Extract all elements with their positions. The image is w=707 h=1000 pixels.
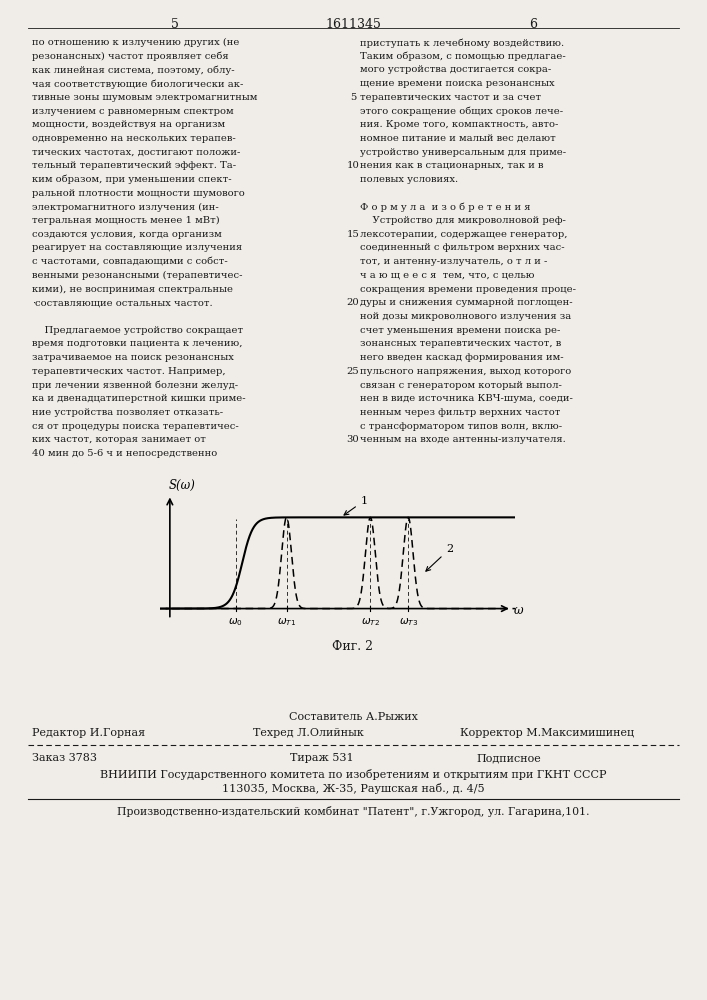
Text: $\omega_0$: $\omega_0$: [228, 616, 243, 628]
Text: 25: 25: [346, 367, 359, 376]
Text: Ф о р м у л а  и з о б р е т е н и я: Ф о р м у л а и з о б р е т е н и я: [360, 202, 530, 212]
Text: создаются условия, когда организм: создаются условия, когда организм: [32, 230, 222, 239]
Text: нен в виде источника КВЧ-шума, соеди-: нен в виде источника КВЧ-шума, соеди-: [360, 394, 573, 403]
Text: Заказ 3783: Заказ 3783: [32, 753, 97, 763]
Text: электромагнитного излучения (ин-: электромагнитного излучения (ин-: [32, 202, 218, 212]
Text: пульсного напряжения, выход которого: пульсного напряжения, выход которого: [360, 367, 571, 376]
Text: щение времени поиска резонансных: щение времени поиска резонансных: [360, 79, 554, 88]
Text: Таким образом, с помощью предлагае-: Таким образом, с помощью предлагае-: [360, 52, 566, 61]
Text: 1611345: 1611345: [325, 18, 381, 31]
Text: составляющие остальных частот.: составляющие остальных частот.: [35, 298, 213, 307]
Text: ω: ω: [513, 604, 523, 617]
Text: ких частот, которая занимает от: ких частот, которая занимает от: [32, 435, 206, 444]
Text: реагирует на составляющие излучения: реагирует на составляющие излучения: [32, 243, 242, 252]
Text: тегральная мощность менее 1 мВт): тегральная мощность менее 1 мВт): [32, 216, 220, 225]
Text: 113035, Москва, Ж-35, Раушская наб., д. 4/5: 113035, Москва, Ж-35, Раушская наб., д. …: [222, 783, 484, 794]
Text: 2: 2: [426, 544, 453, 571]
Text: нения как в стационарных, так и в: нения как в стационарных, так и в: [360, 161, 544, 170]
Text: 40 мин до 5-6 ч и непосредственно: 40 мин до 5-6 ч и непосредственно: [32, 449, 217, 458]
Text: дуры и снижения суммарной поглощен-: дуры и снижения суммарной поглощен-: [360, 298, 573, 307]
Text: как линейная система, поэтому, облу-: как линейная система, поэтому, облу-: [32, 65, 235, 75]
Text: ченным на входе антенны-излучателя.: ченным на входе антенны-излучателя.: [360, 435, 566, 444]
Text: ВНИИПИ Государственного комитета по изобретениям и открытиям при ГКНТ СССР: ВНИИПИ Государственного комитета по изоб…: [100, 769, 606, 780]
Text: тельный терапевтический эффект. Та-: тельный терапевтический эффект. Та-: [32, 161, 236, 170]
Text: Фиг. 2: Фиг. 2: [332, 640, 373, 653]
Text: одновременно на нескольких терапев-: одновременно на нескольких терапев-: [32, 134, 235, 143]
Text: $\omega_{T2}$: $\omega_{T2}$: [361, 616, 380, 628]
Text: зонансных терапевтических частот, в: зонансных терапевтических частот, в: [360, 339, 561, 348]
Text: связан с генератором который выпол-: связан с генератором который выпол-: [360, 380, 562, 389]
Text: резонансных) частот проявляет себя: резонансных) частот проявляет себя: [32, 52, 228, 61]
Text: с трансформатором типов волн, вклю-: с трансформатором типов волн, вклю-: [360, 422, 562, 431]
Text: ния. Кроме того, компактность, авто-: ния. Кроме того, компактность, авто-: [360, 120, 559, 129]
Text: время подготовки пациента к лечению,: время подготовки пациента к лечению,: [32, 339, 243, 348]
Text: тических частотах, достигают положи-: тических частотах, достигают положи-: [32, 148, 240, 157]
Text: устройство универсальным для приме-: устройство универсальным для приме-: [360, 148, 566, 157]
Text: приступать к лечебному воздействию.: приступать к лечебному воздействию.: [360, 38, 564, 47]
Text: 5: 5: [171, 18, 179, 31]
Text: сокращения времени проведения проце-: сокращения времени проведения проце-: [360, 285, 576, 294]
Text: $\omega_{T3}$: $\omega_{T3}$: [399, 616, 418, 628]
Text: него введен каскад формирования им-: него введен каскад формирования им-: [360, 353, 563, 362]
Text: при лечении язвенной болезни желуд-: при лечении язвенной болезни желуд-: [32, 380, 238, 390]
Text: ральной плотности мощности шумового: ральной плотности мощности шумового: [32, 189, 245, 198]
Text: 30: 30: [346, 435, 359, 444]
Text: ние устройства позволяет отказать-: ние устройства позволяет отказать-: [32, 408, 223, 417]
Text: номное питание и малый вес делают: номное питание и малый вес делают: [360, 134, 556, 143]
Text: ненным через фильтр верхних частот: ненным через фильтр верхних частот: [360, 408, 561, 417]
Text: 5: 5: [350, 93, 356, 102]
Text: кими), не воспринимая спектральные: кими), не воспринимая спектральные: [32, 285, 233, 294]
Text: ся от процедуры поиска терапевтичес-: ся от процедуры поиска терапевтичес-: [32, 422, 239, 431]
Text: Техред Л.Олийнык: Техред Л.Олийнык: [253, 728, 363, 738]
Text: мощности, воздействуя на организм: мощности, воздействуя на организм: [32, 120, 225, 129]
Text: Составитель А.Рыжих: Составитель А.Рыжих: [288, 712, 417, 722]
Text: с частотами, совпадающими с собст-: с частотами, совпадающими с собст-: [32, 257, 228, 266]
Text: 15: 15: [346, 230, 359, 239]
Text: затрачиваемое на поиск резонансных: затрачиваемое на поиск резонансных: [32, 353, 234, 362]
Text: тивные зоны шумовым электромагнитным: тивные зоны шумовым электромагнитным: [32, 93, 257, 102]
Text: полевых условиях.: полевых условиях.: [360, 175, 458, 184]
Text: 10: 10: [346, 161, 359, 170]
Text: терапевтических частот и за счет: терапевтических частот и за счет: [360, 93, 541, 102]
Text: S(ω): S(ω): [168, 479, 195, 492]
Text: Тираж 531: Тираж 531: [290, 753, 354, 763]
Text: ка и двенадцатиперстной кишки приме-: ка и двенадцатиперстной кишки приме-: [32, 394, 245, 403]
Text: 20: 20: [346, 298, 359, 307]
Text: излучением с равномерным спектром: излучением с равномерным спектром: [32, 106, 233, 115]
Text: мого устройства достигается сокра-: мого устройства достигается сокра-: [360, 65, 551, 74]
Text: счет уменьшения времени поиска ре-: счет уменьшения времени поиска ре-: [360, 326, 561, 335]
Text: ·: ·: [32, 298, 35, 307]
Text: этого сокращение общих сроков лече-: этого сокращение общих сроков лече-: [360, 106, 563, 116]
Text: Корректор М.Максимишинец: Корректор М.Максимишинец: [460, 728, 634, 738]
Text: Производственно-издательский комбинат "Патент", г.Ужгород, ул. Гагарина,101.: Производственно-издательский комбинат "П…: [117, 806, 589, 817]
Text: Предлагаемое устройство сокращает: Предлагаемое устройство сокращает: [32, 326, 243, 335]
Text: 6: 6: [529, 18, 537, 31]
Text: по отношению к излучению других (не: по отношению к излучению других (не: [32, 38, 240, 47]
Text: соединенный с фильтром верхних час-: соединенный с фильтром верхних час-: [360, 243, 565, 252]
Text: Подписное: Подписное: [476, 753, 541, 763]
Text: терапевтических частот. Например,: терапевтических частот. Например,: [32, 367, 226, 376]
Text: 1: 1: [344, 496, 368, 515]
Text: лексотерапии, содержащее генератор,: лексотерапии, содержащее генератор,: [360, 230, 568, 239]
Text: Устройство для микроволновой реф-: Устройство для микроволновой реф-: [360, 216, 566, 225]
Text: ким образом, при уменьшении спект-: ким образом, при уменьшении спект-: [32, 175, 232, 184]
Text: ной дозы микроволнового излучения за: ной дозы микроволнового излучения за: [360, 312, 571, 321]
Text: чая соответствующие биологически ак-: чая соответствующие биологически ак-: [32, 79, 243, 89]
Text: ч а ю щ е е с я  тем, что, с целью: ч а ю щ е е с я тем, что, с целью: [360, 271, 534, 280]
Text: $\omega_{T1}$: $\omega_{T1}$: [277, 616, 296, 628]
Text: Редактор И.Горная: Редактор И.Горная: [32, 728, 145, 738]
Text: тот, и антенну-излучатель, о т л и -: тот, и антенну-излучатель, о т л и -: [360, 257, 547, 266]
Text: венными резонансными (терапевтичес-: венными резонансными (терапевтичес-: [32, 271, 243, 280]
